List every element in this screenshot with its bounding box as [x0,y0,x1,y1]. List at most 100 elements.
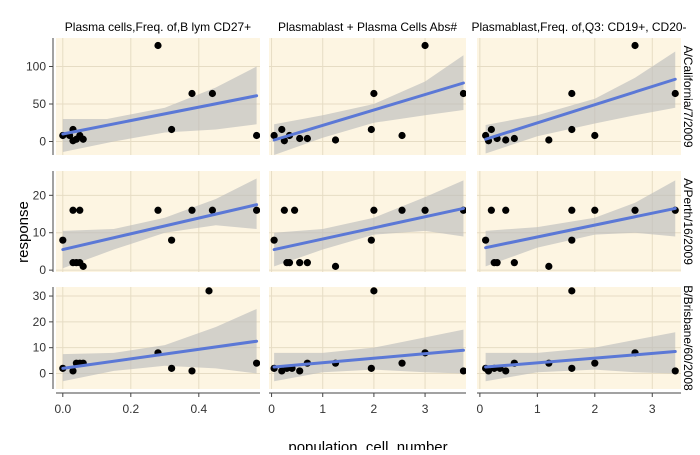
y-tick-label: 0 [39,367,46,381]
confidence-band [62,308,257,382]
facet-panel [477,287,681,389]
data-point [367,125,375,134]
regression-line [484,206,677,250]
data-point [270,131,278,140]
data-point [545,136,553,144]
data-point [285,259,294,267]
data-point [188,367,196,375]
x-tick-label: 1 [534,402,541,416]
data-point [205,287,213,295]
panel-content [482,41,679,154]
x-tick-label: 0.0 [54,402,71,416]
data-point [69,367,77,375]
data-point [568,287,576,295]
data-point [331,262,340,270]
data-point [568,364,576,372]
data-point [168,236,176,244]
data-point [367,236,375,244]
data-point [367,364,375,372]
data-point [154,206,162,214]
data-point [459,89,466,98]
data-point [510,259,518,267]
panel-content [59,41,260,152]
panels-layer [56,38,681,389]
facet-panel [56,38,260,155]
data-point [398,206,406,214]
x-tick-label: 3 [422,402,429,416]
confidence-band [274,55,464,155]
x-tick-label: 1 [319,402,326,416]
panel-content [482,287,679,382]
x-axis-label: population_cell_number [288,439,447,450]
facet-column-label: Plasmablast + Plasma Cells Abs# [278,20,457,34]
regression-line [484,77,677,141]
data-point [398,131,406,140]
panel-content [270,287,466,382]
data-point [502,136,510,144]
data-point [188,206,196,214]
data-point [421,41,429,50]
data-point [545,262,553,270]
panel-content [482,180,679,270]
data-point [671,367,679,375]
y-tick-label: 20 [33,315,47,329]
data-point [280,206,288,214]
y-tick-label: 50 [33,97,47,111]
y-tick-label: 30 [33,289,47,303]
facet-panel [56,171,260,272]
confidence-band [485,51,676,154]
data-point [493,259,501,267]
data-point [487,206,495,214]
data-point [168,125,176,134]
confidence-band [274,180,464,267]
x-tick-label: 0 [268,402,275,416]
data-point [59,236,67,244]
confidence-band [485,332,676,382]
data-point [510,134,518,143]
facet-row-label: A/Perth/16/2009 [681,178,695,265]
facet-panel [269,171,466,272]
data-point [370,89,378,98]
panel-content [59,178,260,270]
data-point [591,206,599,214]
facet-panel [477,171,681,272]
y-tick-label: 20 [33,188,47,202]
data-point [188,89,196,98]
data-point [459,367,466,375]
panel-content [270,41,466,155]
panel-content [270,180,466,270]
y-tick-label: 10 [33,341,47,355]
data-point [76,206,84,214]
data-point [253,206,260,214]
data-point [303,134,311,143]
data-point [568,206,576,214]
data-point [154,41,162,50]
facet-row-label: A/California/7/2009 [681,45,695,147]
y-tick-label: 100 [26,60,46,74]
facet-panel [269,287,466,389]
facet-column-label: Plasmablast,Freq. of,Q3: CD19+, CD20- [471,20,686,34]
data-point [370,287,378,295]
confidence-band [62,178,257,269]
data-point [631,41,639,50]
x-tick-label: 0.4 [190,402,207,416]
data-point [421,206,429,214]
facet-panel [56,287,260,389]
regression-line [61,94,259,136]
data-point [370,206,378,214]
y-tick-label: 10 [33,226,47,240]
confidence-band [485,180,676,267]
data-point [208,206,216,214]
data-point [631,206,639,214]
data-point [79,262,87,270]
data-point [482,236,490,244]
x-tick-label: 0.2 [122,402,139,416]
data-point [208,89,216,98]
x-tick-label: 2 [371,402,378,416]
y-tick-label: 0 [39,135,46,149]
confidence-band [274,329,464,382]
regression-line [61,339,259,370]
panel-content [59,287,260,382]
